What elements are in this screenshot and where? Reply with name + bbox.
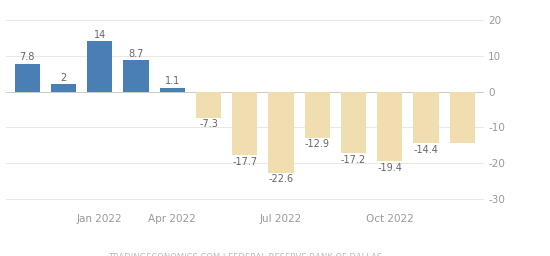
Text: 1.1: 1.1: [164, 76, 180, 86]
Text: 7.8: 7.8: [20, 52, 35, 62]
Text: -19.4: -19.4: [377, 163, 402, 173]
Text: -14.4: -14.4: [414, 145, 438, 155]
Bar: [232, 92, 257, 155]
Bar: [160, 88, 185, 92]
Bar: [449, 92, 475, 143]
Text: 14: 14: [94, 30, 106, 40]
Text: -22.6: -22.6: [268, 174, 294, 184]
Text: 8.7: 8.7: [128, 49, 144, 59]
Bar: [268, 92, 294, 173]
Text: -17.2: -17.2: [341, 155, 366, 165]
Text: TRADINGECONOMICS.COM | FEDERAL RESERVE BANK OF DALLAS: TRADINGECONOMICS.COM | FEDERAL RESERVE B…: [108, 253, 382, 256]
Text: -12.9: -12.9: [305, 139, 330, 149]
Bar: [305, 92, 330, 138]
Bar: [14, 64, 40, 92]
Text: -7.3: -7.3: [199, 119, 218, 129]
Bar: [413, 92, 439, 143]
Text: 2: 2: [60, 73, 67, 83]
Bar: [377, 92, 403, 161]
Bar: [341, 92, 366, 153]
Bar: [87, 41, 112, 92]
Bar: [196, 92, 221, 118]
Bar: [51, 84, 76, 92]
Bar: [123, 60, 148, 92]
Text: -17.7: -17.7: [232, 156, 257, 166]
